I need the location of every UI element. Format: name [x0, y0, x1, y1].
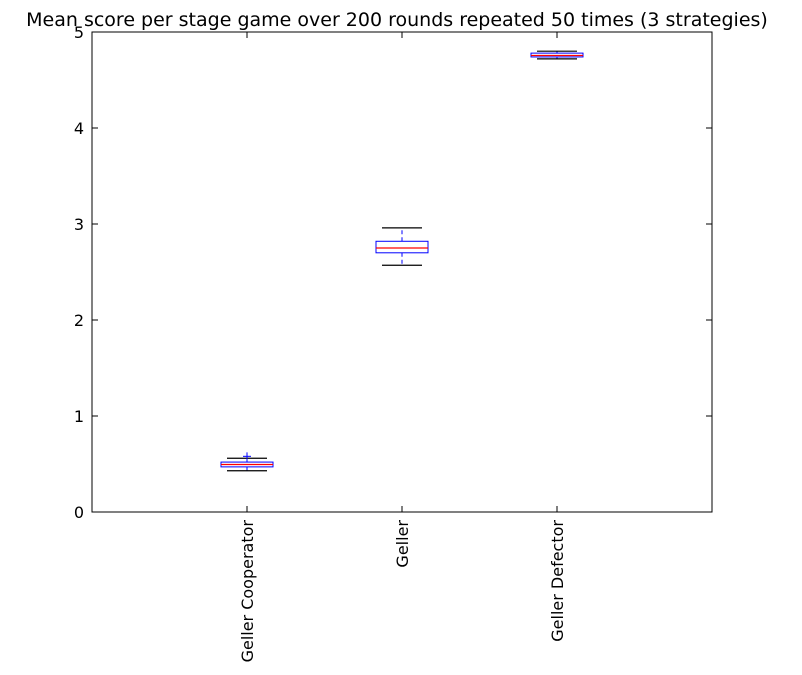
box-2: [375, 227, 429, 266]
plot-area: [91, 31, 713, 513]
chart-title: Mean score per stage game over 200 round…: [26, 9, 768, 31]
y-tick-label: 2: [74, 311, 84, 330]
flier-point: [243, 452, 251, 461]
x-axis: Geller Cooperator Geller Geller Defector: [238, 32, 567, 662]
y-tick-label: 1: [74, 407, 84, 426]
box-iqr: [375, 240, 429, 254]
y-axis: 0 1 2 3 4 5: [74, 23, 712, 522]
box-series: [220, 50, 584, 472]
x-tick-label: Geller Defector: [548, 520, 567, 642]
x-tick-label: Geller: [393, 520, 412, 568]
y-tick-label: 3: [74, 215, 84, 234]
box-1: [220, 452, 274, 472]
y-tick-label: 0: [74, 503, 84, 522]
box-3: [530, 50, 584, 60]
y-tick-label: 5: [74, 23, 84, 42]
y-tick-label: 4: [74, 119, 84, 138]
x-tick-label: Geller Cooperator: [238, 520, 257, 663]
